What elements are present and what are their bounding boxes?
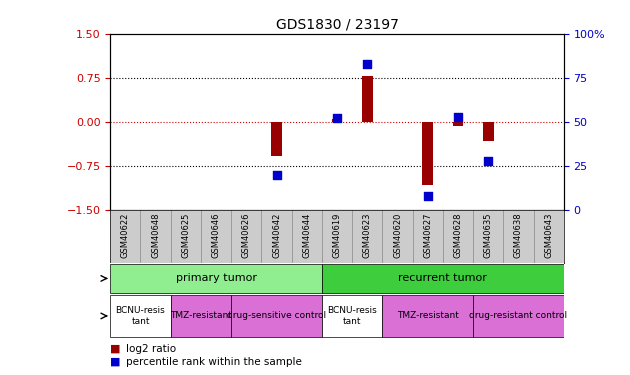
Text: GSM40648: GSM40648 bbox=[151, 213, 160, 258]
Bar bbox=[453, 122, 463, 126]
Bar bbox=[231, 295, 322, 337]
Text: GSM40620: GSM40620 bbox=[393, 213, 402, 258]
Bar bbox=[382, 295, 473, 337]
Bar bbox=[473, 295, 564, 337]
Text: drug-resistant control: drug-resistant control bbox=[469, 311, 568, 320]
Text: log2 ratio: log2 ratio bbox=[126, 344, 176, 354]
Text: GSM40622: GSM40622 bbox=[121, 213, 130, 258]
Text: BCNU-resis
tant: BCNU-resis tant bbox=[116, 306, 165, 326]
Bar bbox=[483, 122, 493, 141]
Bar bbox=[110, 295, 171, 337]
Bar bbox=[362, 76, 372, 122]
Text: TMZ-resistant: TMZ-resistant bbox=[170, 311, 232, 320]
Text: drug-sensitive control: drug-sensitive control bbox=[227, 311, 326, 320]
Text: GSM40627: GSM40627 bbox=[423, 213, 432, 258]
Text: GSM40623: GSM40623 bbox=[363, 213, 372, 258]
Text: TMZ-resistant: TMZ-resistant bbox=[397, 311, 459, 320]
Point bbox=[362, 61, 372, 67]
Bar bbox=[110, 264, 322, 293]
Text: recurrent tumor: recurrent tumor bbox=[398, 273, 488, 284]
Bar bbox=[423, 122, 433, 185]
Point bbox=[453, 114, 463, 120]
Bar bbox=[171, 295, 231, 337]
Text: GSM40642: GSM40642 bbox=[272, 213, 281, 258]
Text: GSM40635: GSM40635 bbox=[484, 213, 493, 258]
Bar bbox=[322, 264, 564, 293]
Bar bbox=[272, 122, 282, 156]
Text: ■: ■ bbox=[110, 357, 121, 367]
Point bbox=[272, 172, 282, 178]
Text: ■: ■ bbox=[110, 344, 121, 354]
Text: GSM40644: GSM40644 bbox=[302, 213, 311, 258]
Text: GSM40638: GSM40638 bbox=[514, 213, 523, 258]
Text: GSM40626: GSM40626 bbox=[242, 213, 251, 258]
Text: GSM40643: GSM40643 bbox=[544, 213, 553, 258]
Bar bbox=[322, 295, 382, 337]
Title: GDS1830 / 23197: GDS1830 / 23197 bbox=[275, 17, 399, 31]
Text: percentile rank within the sample: percentile rank within the sample bbox=[126, 357, 302, 367]
Point bbox=[423, 193, 433, 199]
Point bbox=[332, 116, 342, 122]
Text: GSM40628: GSM40628 bbox=[454, 213, 462, 258]
Text: GSM40625: GSM40625 bbox=[181, 213, 190, 258]
Text: primary tumor: primary tumor bbox=[176, 273, 256, 284]
Bar bbox=[332, 119, 342, 122]
Point bbox=[483, 158, 493, 164]
Text: GSM40619: GSM40619 bbox=[333, 213, 341, 258]
Text: BCNU-resis
tant: BCNU-resis tant bbox=[328, 306, 377, 326]
Text: GSM40646: GSM40646 bbox=[212, 213, 220, 258]
